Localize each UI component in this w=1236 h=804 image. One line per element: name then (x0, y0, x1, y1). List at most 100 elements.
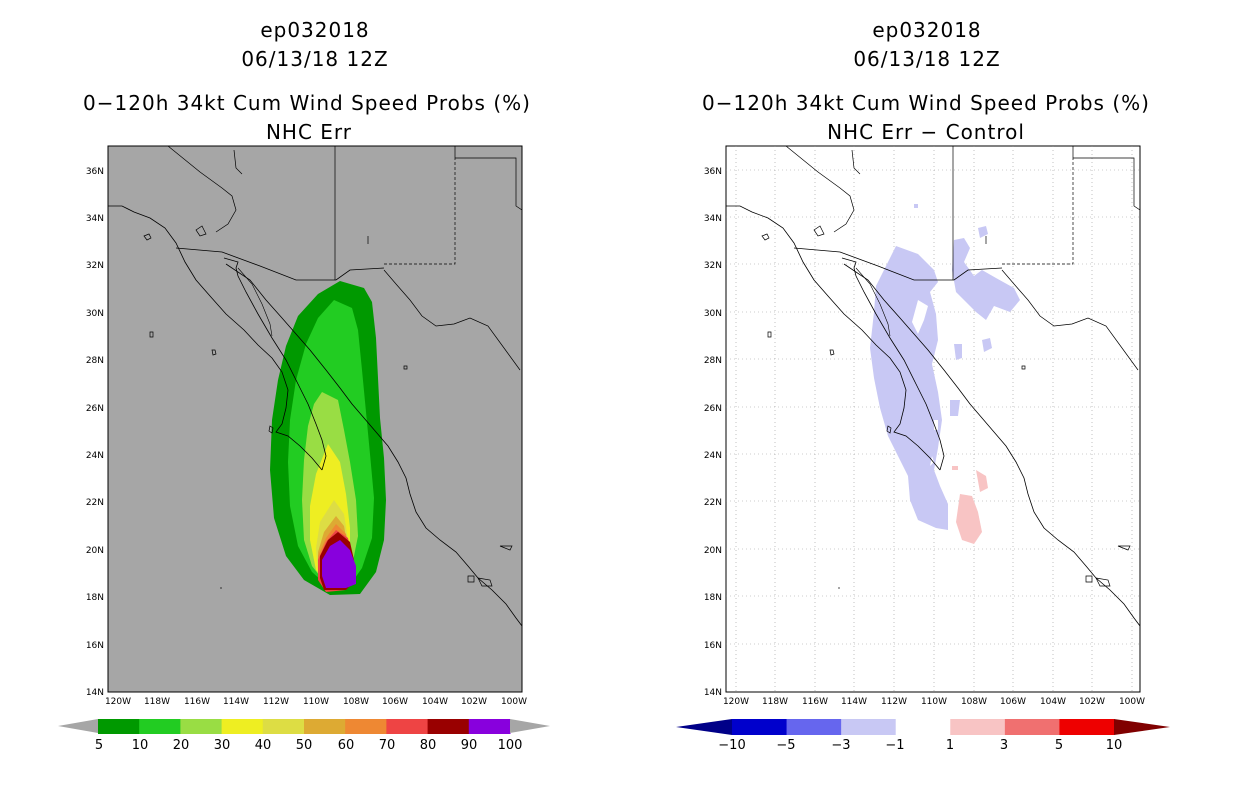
colorbar-segment (304, 719, 346, 734)
lat-label: 16N (86, 641, 104, 651)
colorbar-segment (841, 719, 897, 735)
colorbar-label: 80 (420, 738, 437, 753)
right-lon-labels: 120W 118W 116W 114W 112W 110W 108W 106W … (723, 697, 1145, 707)
right-difference-field (870, 204, 1020, 544)
colorbar-segment (98, 719, 140, 734)
lat-label: 28N (704, 356, 722, 366)
lat-label: 26N (86, 404, 104, 414)
lat-label: 24N (86, 451, 104, 461)
lon-label: 104W (422, 697, 448, 707)
lat-label: 16N (704, 641, 722, 651)
lon-label: 114W (841, 697, 867, 707)
colorbar-label: −5 (776, 738, 795, 753)
right-colorbar-labels: −10 −5 −3 −1 1 3 5 10 (718, 738, 1122, 753)
colorbar-segment (262, 719, 305, 734)
lon-label: 120W (723, 697, 749, 707)
left-probability-swath (270, 281, 386, 595)
colorbar-label: 60 (338, 738, 355, 753)
colorbar-label: 50 (296, 738, 313, 753)
lon-label: 118W (762, 697, 788, 707)
colorbar-label: 10 (1106, 738, 1123, 753)
lat-label: 28N (86, 356, 104, 366)
colorbar-label: 3 (1000, 738, 1008, 753)
lat-label: 14N (86, 688, 104, 698)
left-lon-labels: 120W 118W 116W 114W 112W 110W 108W 106W … (105, 697, 527, 707)
colorbar-label: −3 (831, 738, 850, 753)
lat-label: 18N (86, 593, 104, 603)
colorbar-label: 10 (132, 738, 149, 753)
left-colorbar-above-triangle (510, 719, 550, 733)
colorbar-label: 1 (946, 738, 954, 753)
colorbar-segment (180, 719, 223, 734)
lon-label: 108W (343, 697, 369, 707)
colorbar-label: 40 (255, 738, 272, 753)
lat-label: 24N (704, 451, 722, 461)
right-title-time: 06/13/18 12Z (853, 47, 1000, 71)
colorbar-segment (1059, 719, 1115, 735)
right-colorbar: −10 −5 −3 −1 1 3 5 10 (676, 719, 1170, 753)
colorbar-label: 90 (461, 738, 478, 753)
left-lat-labels: 36N 34N 32N 30N 28N 26N 24N 22N 20N 18N … (86, 167, 104, 698)
lat-label: 34N (704, 214, 722, 224)
colorbar-segment (895, 719, 951, 735)
colorbar-segment (386, 719, 429, 734)
lon-label: 104W (1040, 697, 1066, 707)
right-colorbar-below-triangle (676, 719, 732, 735)
lat-label: 30N (86, 309, 104, 319)
lon-label: 120W (105, 697, 131, 707)
lon-label: 112W (881, 697, 907, 707)
lat-label: 26N (704, 404, 722, 414)
right-colorbar-segments (732, 719, 1115, 735)
lon-label: 116W (802, 697, 828, 707)
lat-label: 14N (704, 688, 722, 698)
lon-label: 110W (921, 697, 947, 707)
colorbar-segment (950, 719, 1006, 735)
left-subtitle: NHC Err (266, 120, 352, 144)
colorbar-segment (345, 719, 387, 734)
colorbar-label: 20 (173, 738, 190, 753)
left-colorbar: 5 10 20 30 40 50 60 70 80 90 100 (58, 719, 550, 753)
right-colorbar-above-triangle (1114, 719, 1170, 735)
colorbar-label: 5 (95, 738, 103, 753)
lon-label: 100W (501, 697, 527, 707)
colorbar-label: −10 (718, 738, 745, 753)
lat-label: 32N (86, 261, 104, 271)
lat-label: 34N (86, 214, 104, 224)
colorbar-segment (139, 719, 181, 734)
lat-label: 20N (86, 546, 104, 556)
colorbar-label: 100 (498, 738, 523, 753)
lon-label: 114W (223, 697, 249, 707)
lon-label: 100W (1119, 697, 1145, 707)
right-title-product: 0−120h 34kt Cum Wind Speed Probs (%) (702, 91, 1150, 115)
lat-label: 22N (704, 498, 722, 508)
left-title-time: 06/13/18 12Z (241, 47, 388, 71)
left-panel: ep032018 06/13/18 12Z 0−120h 34kt Cum Wi… (58, 18, 550, 753)
lat-label: 20N (704, 546, 722, 556)
lon-label: 118W (144, 697, 170, 707)
lat-label: 32N (704, 261, 722, 271)
lon-label: 102W (461, 697, 487, 707)
left-map: 36N 34N 32N 30N 28N 26N 24N 22N 20N 18N … (86, 145, 527, 707)
lat-label: 36N (704, 167, 722, 177)
colorbar-segment (732, 719, 788, 735)
colorbar-segment (221, 719, 264, 734)
colorbar-segment (786, 719, 842, 735)
left-colorbar-segments (98, 719, 511, 734)
left-title-product: 0−120h 34kt Cum Wind Speed Probs (%) (83, 91, 531, 115)
lon-label: 102W (1079, 697, 1105, 707)
lon-label: 106W (382, 697, 408, 707)
right-title-id: ep032018 (872, 18, 981, 42)
colorbar-label: 5 (1055, 738, 1063, 753)
colorbar-label: 70 (379, 738, 396, 753)
lon-label: 110W (303, 697, 329, 707)
lat-label: 36N (86, 167, 104, 177)
colorbar-segment (468, 719, 511, 734)
colorbar-label: −1 (885, 738, 904, 753)
lat-label: 30N (704, 309, 722, 319)
right-subtitle: NHC Err − Control (827, 120, 1025, 144)
right-map: 36N 34N 32N 30N 28N 26N 24N 22N 20N 18N … (704, 145, 1145, 707)
right-lat-labels: 36N 34N 32N 30N 28N 26N 24N 22N 20N 18N … (704, 167, 722, 698)
lon-label: 112W (263, 697, 289, 707)
left-title-id: ep032018 (260, 18, 369, 42)
lat-label: 18N (704, 593, 722, 603)
